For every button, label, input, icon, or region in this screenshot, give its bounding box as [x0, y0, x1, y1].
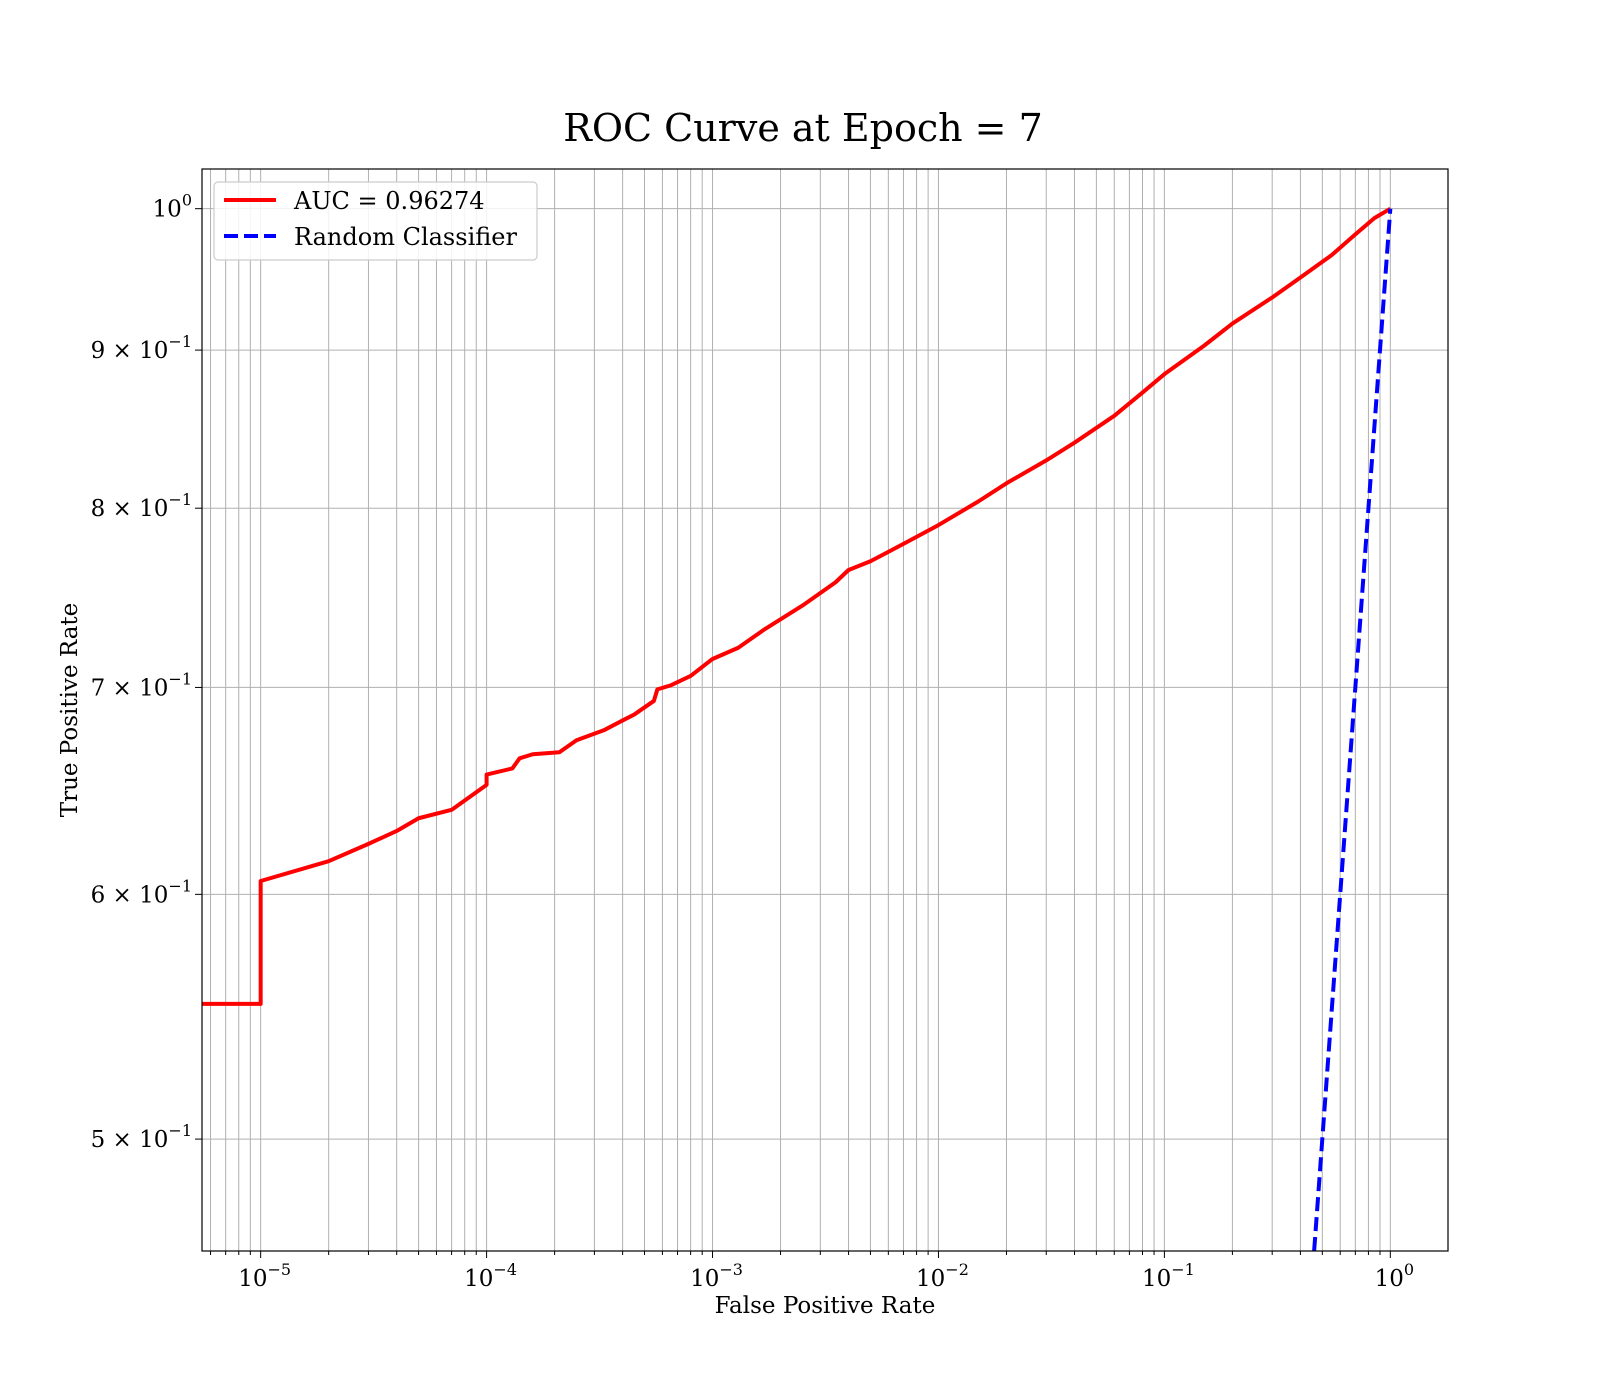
x-tick-label: 10−1 — [1142, 1260, 1195, 1292]
series-line-0 — [202, 206, 1392, 1006]
series-line-1 — [1312, 208, 1393, 1251]
x-ticks: 10−5 10−4 10−3 10−2 10−1 100 — [210, 1251, 1414, 1292]
x-axis-label: False Positive Rate — [715, 1293, 936, 1319]
chart-title: ROC Curve at Epoch = 7 — [563, 106, 1043, 150]
y-tick-label: 8 × 10−1 — [91, 490, 192, 522]
legend-label-auc: AUC = 0.96274 — [293, 187, 485, 215]
y-tick-label: 7 × 10−1 — [91, 669, 192, 701]
x-tick-label: 10−4 — [464, 1260, 517, 1292]
y-axis-label: True Positive Rate — [57, 603, 83, 818]
legend-box — [213, 181, 538, 261]
x-tick-label: 100 — [1375, 1260, 1414, 1292]
series-layer — [202, 206, 1393, 1251]
y-tick-label: 5 × 10−1 — [91, 1121, 192, 1153]
legend: AUC = 0.96274 Random Classifier — [213, 181, 538, 261]
plot-frame — [201, 168, 1449, 1252]
y-tick-label: 6 × 10−1 — [91, 876, 192, 908]
x-tick-label: 10−3 — [690, 1260, 743, 1292]
y-tick-label: 9 × 10−1 — [91, 332, 192, 364]
grid-lines — [202, 169, 1448, 1251]
y-ticks: 5 × 10−1 6 × 10−1 7 × 10−1 8 × 10−1 9 × 10−1… — [91, 191, 202, 1153]
x-tick-label: 10−5 — [238, 1260, 291, 1292]
x-tick-label: 10−2 — [916, 1260, 969, 1292]
y-tick-label: 100 — [153, 191, 192, 223]
legend-label-random: Random Classifier — [294, 223, 517, 251]
